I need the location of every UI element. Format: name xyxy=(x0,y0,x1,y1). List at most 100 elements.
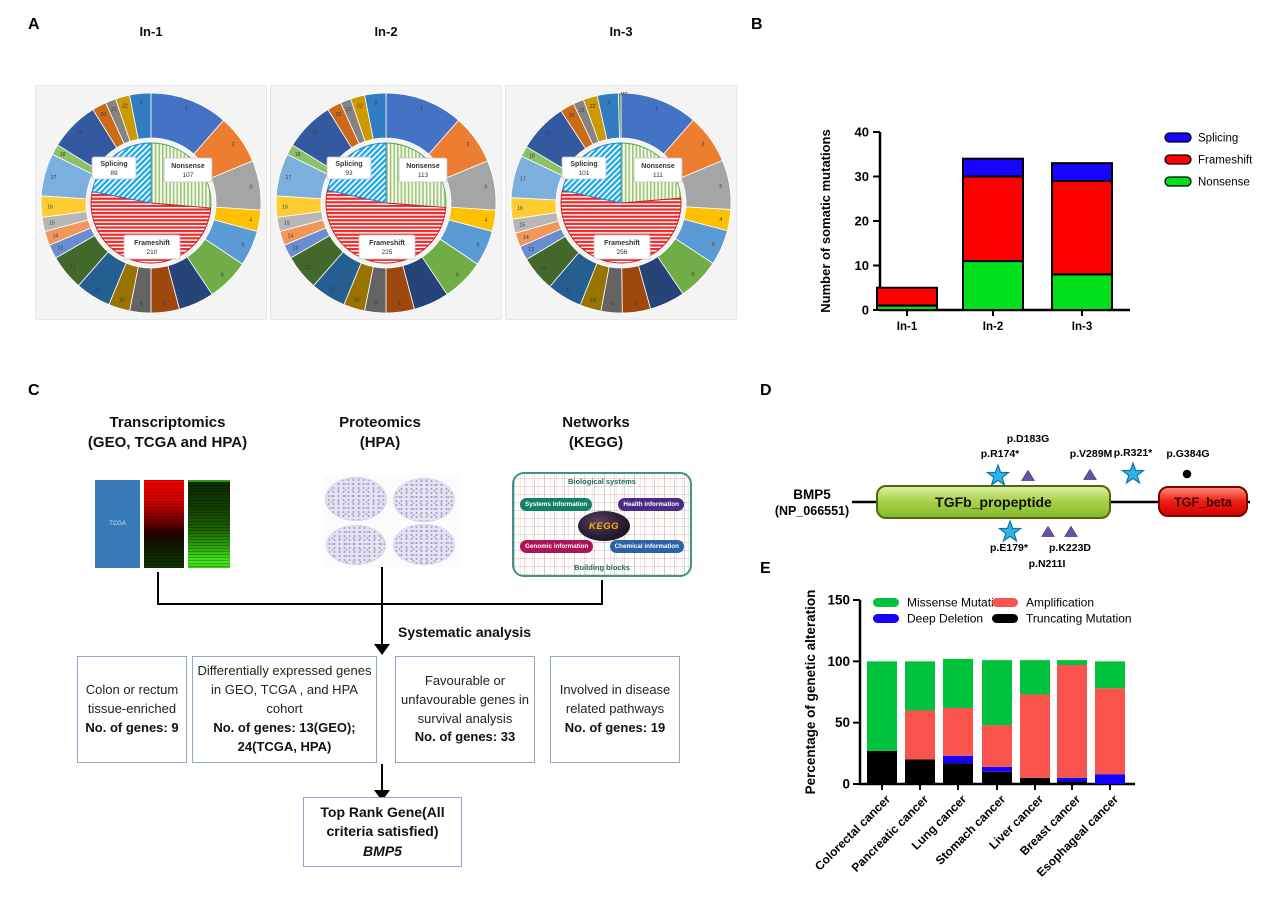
bar-segment-amplification xyxy=(1095,688,1125,775)
header-line: (KEGG) xyxy=(568,434,624,451)
chromosome-label: 15 xyxy=(519,222,525,228)
arrow-head-icon xyxy=(374,790,390,801)
kegg-pill-genomic: Genomic information xyxy=(520,540,594,553)
chromosome-label: 9 xyxy=(375,302,378,308)
arrow-shaft xyxy=(381,567,383,646)
y-tick-label: 0 xyxy=(862,303,869,318)
protein-accession: (NP_066551) xyxy=(775,504,849,518)
chromosome-label: 6 xyxy=(221,272,224,278)
bar-segment-splicing xyxy=(1051,162,1113,182)
header-line: (GEO, TCGA and HPA) xyxy=(87,434,248,451)
chromosome-label: 16 xyxy=(282,204,288,210)
chromosome-label: 17 xyxy=(286,175,292,181)
slice-label-value: 113 xyxy=(418,172,429,179)
filter-box-pathways: Involved in disease related pathways No.… xyxy=(550,656,680,763)
kegg-diagram: Biological systems Systems information H… xyxy=(512,472,692,577)
y-tick-label: 100 xyxy=(827,654,850,669)
bar-segment-truncating-mutation xyxy=(905,759,935,784)
chromosome-label: 12 xyxy=(305,265,311,271)
slice-label-name: Frameshift xyxy=(134,240,170,247)
chromosome-segment xyxy=(618,92,622,139)
y-tick-label: 50 xyxy=(835,715,850,730)
chromosome-label: 4 xyxy=(719,217,722,223)
star-icon xyxy=(997,519,1023,543)
bar-segment-frameshift xyxy=(1051,179,1113,276)
domain-label: TGF_beta xyxy=(1174,496,1233,510)
chromosome-label: 6 xyxy=(692,272,695,278)
chromosome-label: X xyxy=(139,101,143,107)
legend-label: Amplification xyxy=(1026,596,1094,610)
chromosome-label: 15 xyxy=(49,221,55,227)
filter-box-genes: No. of genes: 19 xyxy=(564,719,666,735)
proteomics-header: Proteomics (HPA) xyxy=(310,413,450,453)
arrow-shaft xyxy=(381,764,383,792)
chromosome-label: 1 xyxy=(655,106,658,112)
result-box-top-rank-gene: Top Rank Gene(All criteria satisfied) BM… xyxy=(303,797,462,867)
chromosome-label: 13 xyxy=(58,246,64,252)
slice-label-value: 256 xyxy=(617,249,628,256)
legend-label: Missense Mutation xyxy=(907,596,1007,610)
slice-label-value: 210 xyxy=(147,249,158,256)
panel-label-a: A xyxy=(28,16,40,33)
chromosome-label: 14 xyxy=(53,234,59,240)
slice-label-name: Splicing xyxy=(570,161,597,168)
protein-domain-diagram: BMP5 (NP_066551) TGFb_propeptide TGF_beta p.… xyxy=(775,433,1250,570)
chromosome-label: 1 xyxy=(420,107,423,113)
result-box-gene: BMP5 xyxy=(363,842,402,859)
networks-header: Networks (KEGG) xyxy=(526,413,666,453)
chromosome-label: 12 xyxy=(70,265,76,271)
tcga-label: TCGA xyxy=(109,521,126,527)
domain-tgfb_propeptide xyxy=(876,485,1111,519)
triangle-icon xyxy=(1021,469,1035,481)
header-line: Transcriptomics xyxy=(109,414,226,431)
tissue-core xyxy=(325,477,387,521)
bar-segment-missense-mutation xyxy=(867,661,897,751)
chromosome-label: 17 xyxy=(51,175,57,181)
kegg-logo: KEGG xyxy=(578,511,630,541)
filter-box-text: Favourable or unfavourable genes in surv… xyxy=(401,672,529,726)
filter-box-differential-expression: Differentially expressed genes in GEO, T… xyxy=(192,656,377,763)
bar-segment-missense-mutation xyxy=(1020,660,1050,695)
slice-label-box xyxy=(633,157,683,183)
chromosome-label: 5 xyxy=(477,243,480,249)
chromosome-label: 3 xyxy=(249,185,252,191)
pie-title-in2: In-2 xyxy=(374,24,398,39)
y-tick-label: 40 xyxy=(855,125,869,140)
bar-segment-truncating-mutation xyxy=(867,750,897,784)
mutation-label: p.G384G xyxy=(1166,448,1209,460)
panel-label-d: D xyxy=(760,382,772,399)
chromosome-label: 17 xyxy=(520,177,526,183)
mutation-label: p.R174* xyxy=(981,448,1020,460)
chromosome-label: 7 xyxy=(662,293,665,299)
filter-box-text: Differentially expressed genes in GEO, T… xyxy=(197,663,372,717)
chromosome-label: 11 xyxy=(330,287,335,293)
chromosome-label: 11 xyxy=(566,288,571,294)
connector-line xyxy=(157,603,603,605)
legend-label: Nonsense xyxy=(1198,177,1250,189)
chromosome-label: 10 xyxy=(354,298,360,304)
chromosome-label: 20 xyxy=(569,113,575,119)
kegg-pill-systems: Systems information xyxy=(520,498,593,511)
kegg-pill-health: Health information xyxy=(618,498,684,511)
y-tick-label: 150 xyxy=(827,593,850,608)
bar-segment-missense-mutation xyxy=(982,660,1012,726)
domain-label: TGFb_propeptide xyxy=(935,494,1052,510)
filter-box-genes: No. of genes: 9 xyxy=(85,719,179,735)
frameshift-slice xyxy=(90,190,212,264)
chromosome-label: MT xyxy=(621,91,628,97)
slice-label-name: Frameshift xyxy=(604,240,640,247)
y-axis-title: Number of somatic mutations xyxy=(818,129,833,312)
chromosome-label: 19 xyxy=(312,130,318,136)
chromosome-label: 22 xyxy=(590,104,596,110)
kegg-biological-systems-label: Biological systems xyxy=(568,477,636,486)
red-heatmap-strip xyxy=(144,480,184,568)
slice-label-box xyxy=(398,157,448,183)
mutation-label: p.E179* xyxy=(990,542,1029,554)
legend-swatch-missense-mutation xyxy=(873,598,899,607)
domain-tgf_beta xyxy=(1158,486,1248,517)
somatic-mutations-chart: 0 10 20 30 40 Number of somatic mutations In-1… xyxy=(818,125,1253,334)
bar-segment-missense-mutation xyxy=(1095,661,1125,689)
bar-segment-frameshift xyxy=(962,175,1024,263)
chromosome-label: 10 xyxy=(590,298,596,304)
